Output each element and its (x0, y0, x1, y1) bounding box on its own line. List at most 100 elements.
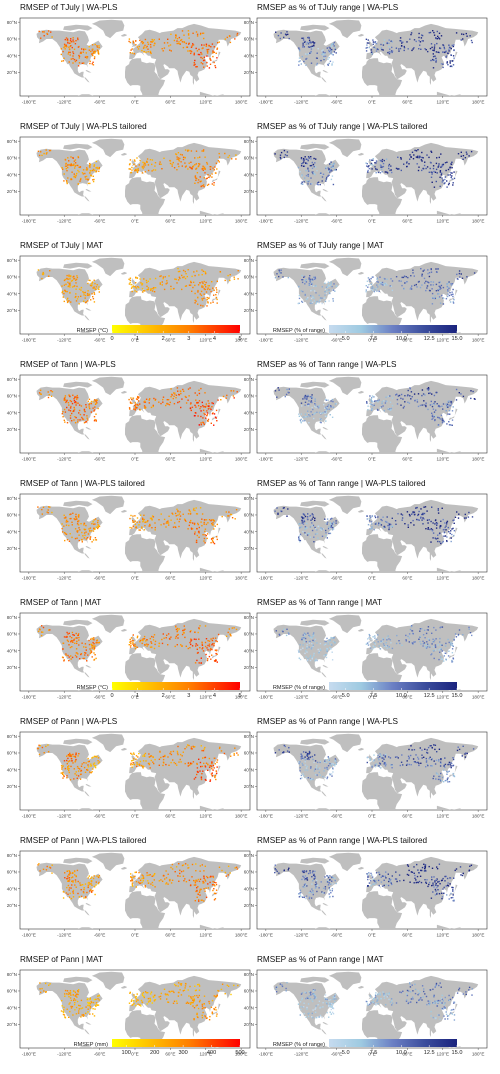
legend-tick-label: 2 (162, 693, 165, 699)
station-point (213, 542, 216, 545)
station-point (312, 296, 314, 298)
station-point (307, 403, 310, 405)
station-point (202, 417, 204, 419)
station-point (79, 52, 82, 54)
station-point (94, 528, 96, 530)
station-point (425, 528, 427, 530)
station-point (332, 165, 334, 167)
station-point (72, 157, 74, 159)
station-point (73, 398, 75, 400)
station-point (78, 55, 81, 58)
lon-tick-label: 0°E (131, 100, 138, 105)
station-point (188, 744, 190, 747)
station-point (325, 411, 328, 414)
station-point (435, 649, 437, 651)
lat-tick-label: 80°N (244, 139, 254, 144)
station-point (89, 279, 91, 282)
station-point (469, 632, 472, 634)
lat-tick-label: 60°N (7, 156, 17, 161)
station-point (280, 151, 283, 154)
station-point (68, 656, 70, 658)
station-point (81, 763, 83, 765)
station-point (418, 762, 420, 765)
station-point (441, 165, 443, 168)
station-point (78, 404, 81, 406)
station-point (235, 628, 238, 631)
station-point (66, 886, 68, 889)
station-point (298, 47, 300, 49)
station-point (132, 885, 134, 887)
station-point (366, 761, 368, 764)
station-point (329, 518, 332, 520)
station-point (366, 46, 368, 49)
station-point (434, 744, 437, 746)
station-point (92, 54, 94, 57)
station-point (207, 287, 209, 289)
lon-tick-label: 180°E (235, 338, 248, 343)
station-point (307, 757, 310, 759)
station-point (169, 162, 172, 165)
g1-abs-2-title: RMSEP of Tann | MAT (20, 598, 101, 607)
station-point (412, 758, 415, 760)
station-point (195, 541, 198, 544)
station-point (79, 529, 81, 531)
station-point (433, 760, 435, 762)
station-point (399, 642, 401, 645)
station-point (231, 627, 233, 629)
station-point (301, 526, 303, 528)
station-point (437, 540, 439, 543)
station-point (201, 648, 203, 650)
station-point (374, 515, 376, 517)
station-point (151, 41, 153, 43)
lon-tick-label: 60°E (402, 219, 412, 224)
station-point (313, 654, 315, 657)
station-point (317, 182, 319, 184)
station-point (428, 275, 431, 278)
station-point (438, 285, 440, 287)
station-point (380, 160, 382, 162)
station-point (437, 534, 439, 536)
station-point (187, 30, 190, 32)
station-point (80, 765, 83, 767)
station-point (451, 44, 453, 47)
station-point (304, 756, 306, 758)
station-point (308, 750, 311, 753)
station-point (436, 172, 438, 174)
g0-rel-0-landmass-4 (362, 58, 403, 96)
station-point (400, 404, 402, 406)
station-point (304, 177, 306, 179)
station-point (204, 641, 207, 644)
g0-rel-2-landmass-9 (314, 332, 331, 334)
station-point (143, 518, 145, 521)
station-point (88, 875, 90, 877)
station-point (76, 275, 78, 277)
station-point (381, 401, 383, 403)
station-point (435, 180, 437, 183)
station-point (309, 640, 311, 643)
station-point (304, 532, 306, 534)
station-point (198, 165, 200, 167)
station-point (375, 400, 377, 402)
station-point (323, 403, 325, 406)
station-point (326, 767, 328, 770)
station-point (135, 165, 137, 167)
station-point (328, 169, 330, 171)
station-point (74, 401, 76, 404)
station-point (206, 537, 208, 540)
station-point (172, 288, 175, 290)
lon-tick-label: -180°E (22, 457, 36, 462)
station-point (84, 410, 86, 413)
station-point (322, 49, 324, 51)
station-point (181, 288, 183, 291)
station-point (299, 526, 301, 529)
station-point (66, 759, 68, 762)
station-point (436, 403, 438, 405)
station-point (88, 528, 90, 530)
station-point (325, 292, 328, 295)
station-point (174, 278, 176, 280)
station-point (450, 401, 452, 403)
g1-rel-1-landmass-3 (366, 499, 479, 565)
station-point (448, 781, 451, 783)
station-point (446, 403, 449, 405)
station-point (194, 662, 197, 664)
